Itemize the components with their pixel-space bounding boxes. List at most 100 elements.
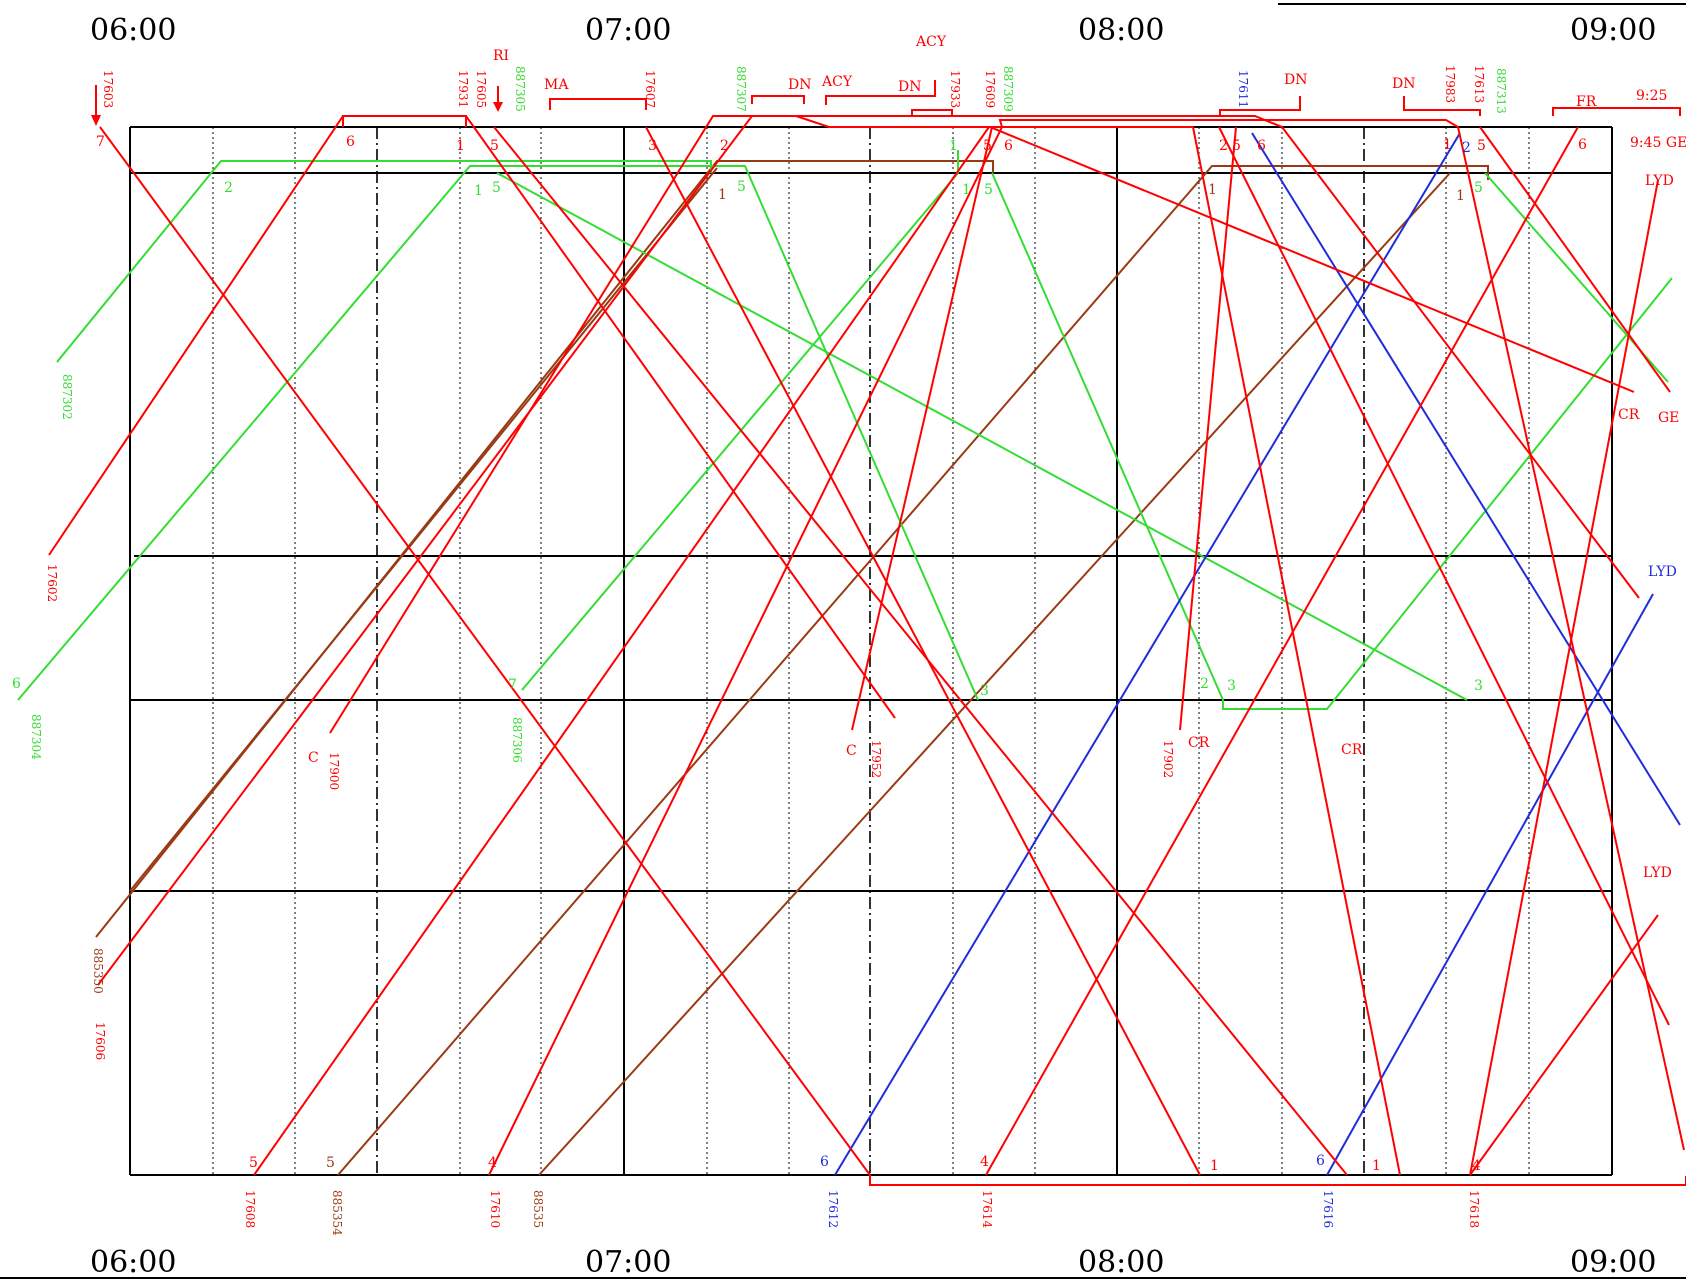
station-label: 9:25 (1636, 88, 1667, 104)
platform-number: 5 (1232, 138, 1241, 154)
train-path-17606 (97, 115, 1640, 986)
platform-number: 1 (962, 182, 971, 198)
station-label: C (846, 743, 857, 759)
station-labels: RI MA DN ACY ACY DN DN DN FR 9:25 9:45 G… (308, 34, 1686, 881)
platform-number: 2 (1219, 138, 1228, 154)
train-number: 17614 (980, 1190, 994, 1229)
platform-number: 1 (474, 183, 483, 199)
bottom-bracket (869, 1175, 1686, 1186)
train-path-17611 (1251, 132, 1681, 826)
train-path-17618 (1469, 179, 1659, 1176)
station-label: RI (493, 48, 509, 64)
train-path-17605 (493, 126, 1348, 1176)
brown-train-paths (95, 160, 1489, 1176)
train-path-brown-4 (129, 167, 718, 892)
train-path-885350 (95, 160, 994, 938)
top-bracket-ma (549, 98, 647, 110)
train-number: 885354 (330, 1190, 344, 1236)
red-train-paths (48, 80, 1686, 1186)
station-label: LYD (1648, 564, 1677, 580)
top-bracket-acy (825, 80, 936, 105)
train-number: 17603 (101, 70, 115, 108)
platform-numbers: 7 6 1 5 3 2 1 5 6 2 5 6 1 2 5 6 2 1 5 1 … (12, 134, 1587, 1174)
train-number: 887302 (60, 374, 74, 420)
train-path-88535 (538, 172, 1451, 1176)
platform-number: 1 (1456, 188, 1465, 204)
train-path-887309 (991, 172, 1673, 710)
platform-number: 5 (490, 138, 499, 154)
platform-number: 5 (737, 179, 746, 195)
platform-number: 6 (820, 1154, 829, 1170)
train-number: 17610 (488, 1190, 502, 1228)
train-path-17610 (488, 119, 1685, 1176)
platform-number: 6 (1578, 137, 1587, 153)
top-bracket-dn-1 (751, 95, 805, 104)
top-bracket-ri (342, 115, 467, 127)
train-path-lyd-bottom (1469, 914, 1659, 1176)
train-path-17902 (1179, 126, 1237, 731)
station-label: CR (1618, 407, 1640, 423)
station-label: DN (1392, 76, 1415, 92)
platform-number: 2 (720, 138, 729, 154)
platform-number: 5 (984, 182, 993, 198)
train-path-17983 (1218, 126, 1670, 1026)
station-label: FR (1576, 94, 1597, 110)
hour-label-bottom: 06:00 (90, 1245, 176, 1280)
station-label: CR (1341, 742, 1363, 758)
arrow-down-icon (91, 115, 101, 126)
station-label: ACY (915, 34, 947, 50)
train-path-17613 (1479, 126, 1671, 393)
platform-number: 3 (980, 683, 989, 699)
platform-number: 5 (1477, 138, 1486, 154)
train-path-887305 (496, 172, 1468, 701)
arrow-down-icon (493, 102, 503, 112)
train-number: 17609 (983, 70, 997, 108)
platform-number: 5 (249, 1155, 258, 1171)
train-number: 17933 (948, 70, 962, 108)
hour-label-top: 07:00 (585, 13, 671, 48)
train-number: 887313 (1494, 68, 1508, 114)
train-number: 17613 (1472, 65, 1486, 103)
platform-number: 6 (1257, 138, 1266, 154)
platform-number: 3 (648, 138, 657, 154)
platform-number: 5 (1474, 180, 1483, 196)
train-number: 17902 (1161, 740, 1175, 778)
train-number-labels: 17603 17931 17605 887305 17607 887307 17… (29, 65, 1508, 1236)
platform-number: 6 (1316, 1153, 1325, 1169)
train-number: 17952 (869, 740, 883, 778)
blue-train-paths (834, 132, 1681, 1176)
hour-label-bottom: 08:00 (1078, 1245, 1164, 1280)
train-number: 17612 (826, 1190, 840, 1228)
platform-number: 2 (1200, 676, 1209, 692)
train-number: 17602 (45, 564, 59, 602)
train-path-17609 (989, 126, 1635, 393)
train-path-887304 (17, 165, 979, 701)
platform-number: 3 (1227, 678, 1236, 694)
top-bracket-dn-4 (1403, 96, 1481, 116)
platform-number: 4 (1472, 1158, 1481, 1174)
platform-number: 7 (508, 677, 517, 693)
station-label: C (308, 750, 319, 766)
hour-lines (129, 127, 1613, 1175)
station-label: GE (1658, 410, 1679, 426)
train-path-17608 (253, 126, 990, 1176)
hour-label-top: 06:00 (90, 13, 176, 48)
train-path-17603 (99, 126, 871, 1176)
top-bracket-dn-2 (911, 109, 953, 116)
station-label: CR (1188, 735, 1210, 751)
train-path-17614 (985, 126, 1579, 1176)
train-number: 17606 (93, 1022, 107, 1060)
train-number: 17611 (1236, 70, 1250, 108)
train-path-887302 (56, 160, 712, 363)
train-number: 17607 (643, 70, 657, 108)
train-number: 887304 (29, 714, 43, 760)
hour-label-top: 08:00 (1078, 13, 1164, 48)
train-number: 17900 (327, 752, 341, 790)
top-bracket-fr (1552, 107, 1681, 116)
platform-number: 4 (980, 1154, 989, 1170)
hour-label-bottom: 07:00 (585, 1245, 671, 1280)
platform-number: 4 (488, 1155, 497, 1171)
platform-number: 5 (326, 1155, 335, 1171)
hour-label-bottom: 09:00 (1570, 1245, 1656, 1280)
top-bracket-dn-3 (1219, 96, 1301, 116)
